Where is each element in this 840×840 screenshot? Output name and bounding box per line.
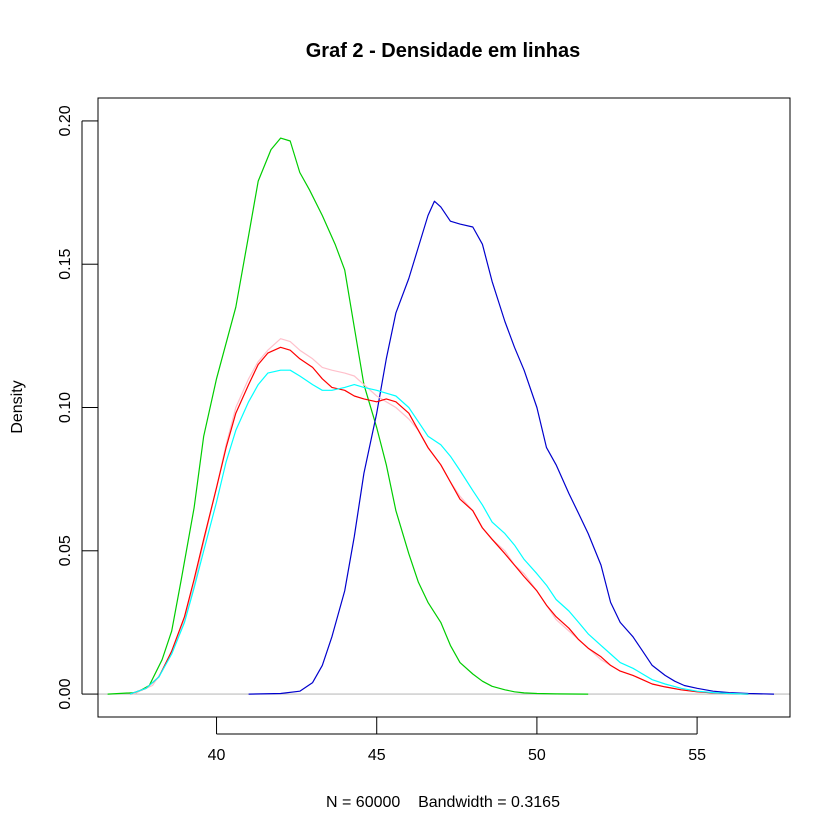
x-axis-label: N = 60000 Bandwidth = 0.3165 xyxy=(326,794,560,811)
y-tick-label: 0.15 xyxy=(57,249,74,280)
chart-title: Graf 2 - Densidade em linhas xyxy=(306,40,581,62)
x-tick-label: 40 xyxy=(208,747,226,764)
density-line-3 xyxy=(132,338,749,695)
y-axis-label: Density xyxy=(9,380,26,433)
density-line-5 xyxy=(129,369,749,695)
x-tick-label: 55 xyxy=(688,747,706,764)
x-tick-label: 45 xyxy=(368,747,386,764)
y-tick-label: 0.20 xyxy=(57,105,74,136)
plot-frame xyxy=(97,97,791,718)
density-line-2 xyxy=(248,200,775,695)
density-line-4 xyxy=(129,346,749,695)
density-line-1 xyxy=(107,137,589,695)
y-tick-label: 0.00 xyxy=(57,678,74,709)
plot-area xyxy=(98,137,790,695)
y-tick-label: 0.05 xyxy=(57,535,74,566)
x-tick-label: 50 xyxy=(528,747,546,764)
y-tick-label: 0.10 xyxy=(57,392,74,423)
axes: 40 45 50 55 0.00 0.05 0.10 0.15 0.20 xyxy=(57,97,791,764)
